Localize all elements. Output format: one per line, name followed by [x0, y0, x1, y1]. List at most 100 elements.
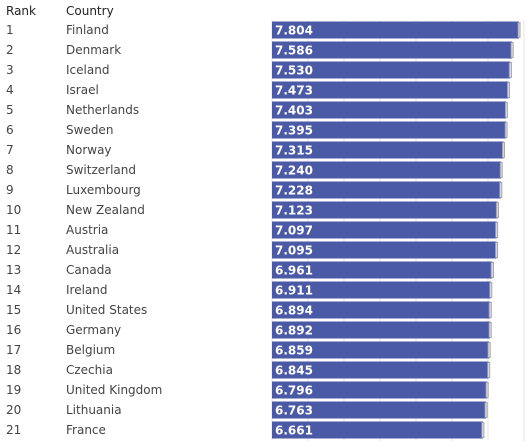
error-bar: [490, 262, 494, 278]
country-cell: Australia: [66, 243, 120, 257]
rank-cell: 14: [6, 283, 22, 297]
bar: [272, 401, 487, 419]
bar-value-label: 7.586: [275, 44, 313, 58]
country-cell: Finland: [66, 23, 109, 37]
bar-value-label: 6.859: [275, 344, 313, 358]
bar: [272, 21, 519, 39]
country-cell: Belgium: [66, 343, 116, 357]
bar: [272, 341, 490, 359]
rank-cell: 6: [6, 123, 14, 137]
bar: [272, 301, 491, 319]
bar: [272, 261, 493, 279]
bar: [272, 221, 497, 239]
error-bar: [495, 222, 499, 238]
rank-column-header: Rank: [6, 4, 36, 18]
rank-cell: 16: [6, 323, 22, 337]
error-bar: [507, 82, 511, 98]
error-bar: [488, 302, 492, 318]
bar-value-label: 7.395: [275, 124, 313, 138]
bar-value-label: 6.911: [275, 284, 313, 298]
rank-cell: 8: [6, 163, 14, 177]
bar: [272, 321, 491, 339]
country-cell: Austria: [66, 223, 109, 237]
bar: [272, 241, 497, 259]
bar: [272, 141, 504, 159]
rank-cell: 4: [6, 83, 14, 97]
bar-value-label: 6.892: [275, 324, 313, 338]
country-cell: France: [66, 423, 106, 437]
country-cell: Denmark: [66, 43, 122, 57]
error-bar: [504, 122, 508, 138]
rank-cell: 9: [6, 183, 14, 197]
error-bar: [481, 422, 485, 438]
bar: [272, 41, 513, 59]
country-cell: Canada: [66, 263, 112, 277]
country-cell: Israel: [66, 83, 99, 97]
bar-value-label: 7.097: [275, 224, 313, 238]
chart-bars: 7.804 7.586 7.530 7.473 7.403 7.395 7.315 7.240…: [272, 21, 521, 439]
rank-cell: 20: [6, 403, 22, 417]
bar: [272, 121, 507, 139]
bar: [272, 381, 488, 399]
error-bar: [499, 182, 503, 198]
bar-value-label: 6.661: [275, 424, 313, 438]
bar-value-label: 7.473: [275, 84, 313, 98]
country-cell: Norway: [66, 143, 112, 157]
bar: [272, 421, 483, 439]
bar: [272, 361, 489, 379]
bar-value-label: 6.845: [275, 364, 313, 378]
rank-cell: 2: [6, 43, 14, 57]
rank-cell: 17: [6, 343, 22, 357]
country-cell: Germany: [66, 323, 122, 337]
bar: [272, 61, 511, 79]
bar: [272, 281, 491, 299]
rank-cell: 12: [6, 243, 22, 257]
error-bar: [502, 142, 506, 158]
rank-cell: 21: [6, 423, 22, 437]
error-bar: [517, 22, 521, 38]
rank-cell: 3: [6, 63, 14, 77]
country-cell: Lithuania: [66, 403, 122, 417]
bar-value-label: 7.240: [275, 164, 313, 178]
bar-value-label: 7.095: [275, 244, 313, 258]
bar: [272, 181, 501, 199]
country-cell: New Zealand: [66, 203, 145, 217]
error-bar: [495, 202, 499, 218]
country-cell: Netherlands: [66, 103, 140, 117]
bar-value-label: 7.804: [275, 24, 313, 38]
error-bar: [495, 242, 499, 258]
country-cell: Luxembourg: [66, 183, 141, 197]
country-cell: United States: [66, 303, 148, 317]
error-bar: [499, 162, 503, 178]
country-cell: United Kingdom: [66, 383, 163, 397]
error-bar: [508, 62, 512, 78]
bar: [272, 161, 502, 179]
error-bar: [510, 42, 514, 58]
country-cell: Ireland: [66, 283, 108, 297]
rank-cell: 10: [6, 203, 22, 217]
country-column-header: Country: [66, 4, 114, 18]
rank-cell: 7: [6, 143, 14, 157]
bar: [272, 201, 498, 219]
error-bar: [487, 362, 491, 378]
bar: [272, 81, 509, 99]
country-cell: Switzerland: [66, 163, 136, 177]
rank-cell: 5: [6, 103, 14, 117]
rank-cell: 18: [6, 363, 22, 377]
error-bar: [484, 402, 488, 418]
error-bar: [485, 382, 489, 398]
bar-value-label: 7.315: [275, 144, 313, 158]
rank-cell: 1: [6, 23, 14, 37]
country-cell: Sweden: [66, 123, 114, 137]
error-bar: [489, 282, 493, 298]
bar-value-label: 6.763: [275, 404, 313, 418]
rank-cell: 15: [6, 303, 22, 317]
error-bar: [488, 322, 492, 338]
rank-cell: 19: [6, 383, 22, 397]
bar-value-label: 7.403: [275, 104, 313, 118]
bar-value-label: 6.796: [275, 384, 313, 398]
country-cell: Czechia: [66, 363, 113, 377]
rank-cell: 11: [6, 223, 22, 237]
